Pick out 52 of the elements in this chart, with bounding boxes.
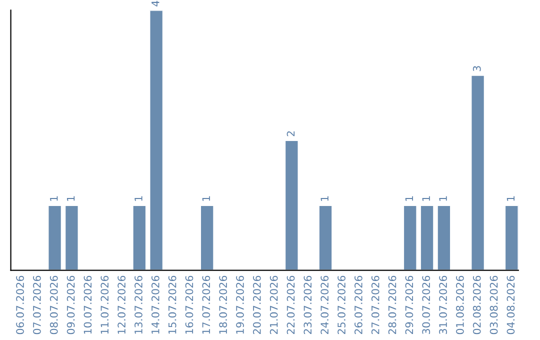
- x-tick-label: 26.07.2026: [354, 276, 362, 334]
- bar: [420, 204, 434, 270]
- bar: [318, 204, 333, 270]
- x-tick-label: 28.07.2026: [388, 276, 396, 334]
- x-tick-label: 23.07.2026: [304, 276, 312, 334]
- x-tick-label: 06.07.2026: [16, 276, 24, 334]
- data-label: 1: [50, 196, 58, 201]
- data-label: 1: [202, 196, 210, 201]
- x-tick-label: 27.07.2026: [371, 276, 380, 334]
- data-label: 1: [422, 196, 430, 201]
- x-tick-label: 02.08.2026: [472, 276, 481, 334]
- x-tick-label: 29.07.2026: [405, 276, 414, 334]
- data-label: 1: [506, 196, 515, 201]
- x-tick-label: 09.07.2026: [66, 276, 75, 334]
- bar: [200, 204, 215, 270]
- data-label: 3: [472, 66, 481, 72]
- x-tick-label: 21.07.2026: [270, 276, 278, 334]
- bar: [284, 140, 300, 270]
- x-tick-label: 12.07.2026: [118, 276, 126, 334]
- x-tick-label: 03.08.2026: [490, 276, 498, 334]
- x-tick-label: 30.07.2026: [422, 276, 430, 334]
- x-tick-label: 16.07.2026: [185, 276, 194, 334]
- x-tick-label: 13.07.2026: [134, 276, 142, 334]
- bar: [132, 204, 147, 270]
- x-tick-label: 10.07.2026: [84, 276, 92, 334]
- x-tick-label: 22.07.2026: [286, 276, 295, 334]
- x-tick-label: 07.07.2026: [33, 276, 41, 334]
- bar: [402, 204, 418, 270]
- data-label: 1: [134, 196, 142, 201]
- data-label: 1: [405, 196, 413, 201]
- x-tick-label: 08.07.2026: [50, 276, 58, 334]
- x-tick-label: 19.07.2026: [236, 276, 244, 334]
- data-label: 1: [439, 196, 447, 201]
- data-label: 1: [66, 196, 75, 201]
- bar: [470, 74, 486, 270]
- data-label: 4: [152, 0, 160, 6]
- bar: [436, 204, 452, 270]
- x-tick-label: 11.07.2026: [100, 276, 109, 334]
- data-label: 2: [286, 131, 295, 136]
- x-tick-label: 04.08.2026: [506, 276, 515, 334]
- x-tick-label: 14.07.2026: [151, 276, 160, 334]
- x-tick-label: 25.07.2026: [338, 276, 346, 334]
- data-label: 1: [320, 196, 328, 201]
- x-tick-label: 31.07.2026: [439, 276, 447, 334]
- bar: [504, 204, 518, 270]
- x-tick-label: 17.07.2026: [202, 276, 210, 334]
- x-tick-label: 20.07.2026: [252, 276, 261, 334]
- x-tick-label: 15.07.2026: [168, 276, 176, 334]
- x-tick-label: 24.07.2026: [320, 276, 329, 334]
- x-tick-label: 18.07.2026: [219, 276, 228, 334]
- x-tick-label: 01.08.2026: [456, 276, 464, 334]
- bar: [148, 10, 164, 270]
